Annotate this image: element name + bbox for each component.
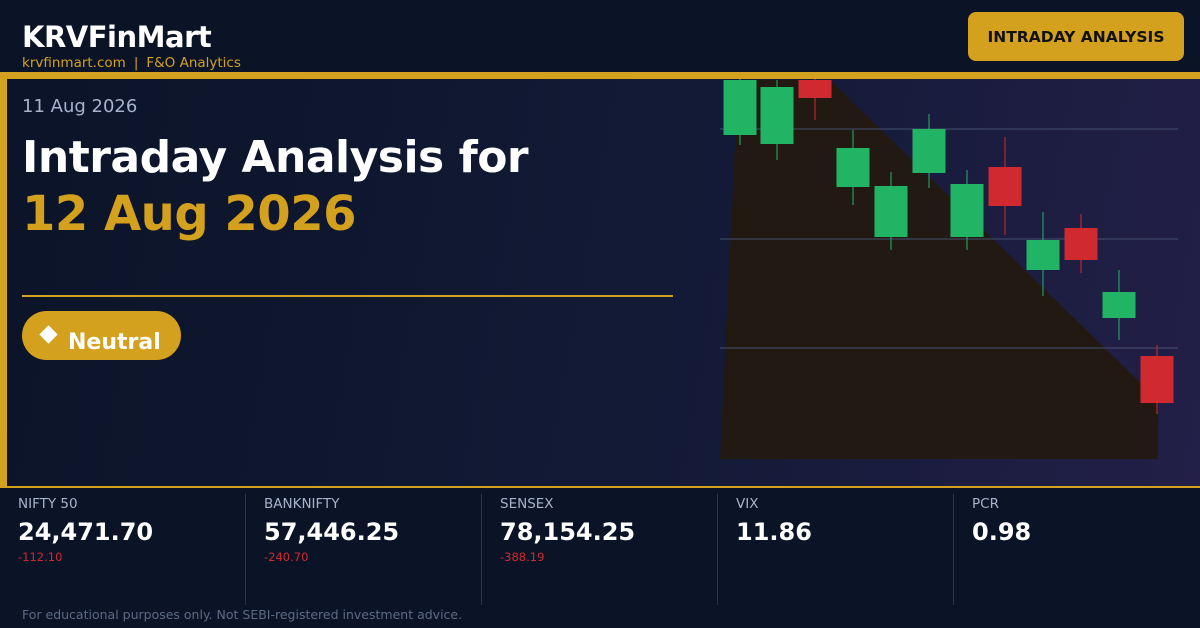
decorative-candles [720, 79, 1178, 459]
candle-body [723, 80, 757, 135]
title: Intraday Analysis for [22, 132, 529, 183]
stat-name: PCR [972, 496, 999, 512]
brand-subline: krvfinmart.com | F&O Analytics [22, 55, 241, 71]
stat-value: 78,154.25 [500, 518, 636, 546]
stat-change: -112.10 [18, 550, 63, 564]
stat-change: -240.70 [264, 550, 309, 564]
brand: KRVFinMart [22, 20, 212, 54]
candle-body [1026, 240, 1060, 270]
separator: | [133, 55, 139, 71]
candle-body [1102, 292, 1136, 318]
stat: VIX 11.86 [717, 494, 953, 605]
domain: krvfinmart.com [22, 55, 126, 71]
grid [720, 128, 1178, 349]
stat-change: -388.19 [500, 550, 545, 564]
stat-name: VIX [736, 496, 759, 512]
stat: NIFTY 50 24,471.70 -112.10 [0, 494, 236, 605]
candle-body [760, 87, 794, 144]
chart-area [720, 80, 1158, 459]
stat-name: BANKNIFTY [264, 496, 340, 512]
stat-name: NIFTY 50 [18, 496, 78, 512]
date: 11 Aug 2026 [22, 96, 138, 117]
candle-body [1140, 356, 1174, 403]
stat-value: 57,446.25 [264, 518, 400, 546]
sentiment: Neutral [68, 330, 161, 355]
highlight-date: 12 Aug 2026 [22, 186, 357, 242]
candles [723, 79, 1174, 414]
candle-body [912, 129, 946, 173]
stat: SENSEX 78,154.25 -388.19 [481, 494, 717, 605]
candle-body [950, 184, 984, 237]
stat-value: 24,471.70 [18, 518, 154, 546]
stat-value: 0.98 [972, 518, 1032, 546]
disclaimer: For educational purposes only. Not SEBI-… [22, 607, 463, 622]
stat-name: SENSEX [500, 496, 554, 512]
tagline: F&O Analytics [146, 55, 241, 71]
stat: BANKNIFTY 57,446.25 -240.70 [245, 494, 481, 605]
candle-body [798, 80, 832, 98]
stat: PCR 0.98 [953, 494, 1189, 605]
stat-value: 11.86 [736, 518, 812, 546]
diamond-icon [39, 325, 58, 344]
divider [22, 295, 673, 297]
candle-body [988, 167, 1022, 206]
badge: INTRADAY ANALYSIS [968, 12, 1184, 61]
candle-body [836, 148, 870, 187]
sentiment-pill: Neutral [22, 311, 181, 360]
candle-body [1064, 228, 1098, 260]
candle-body [874, 186, 908, 237]
